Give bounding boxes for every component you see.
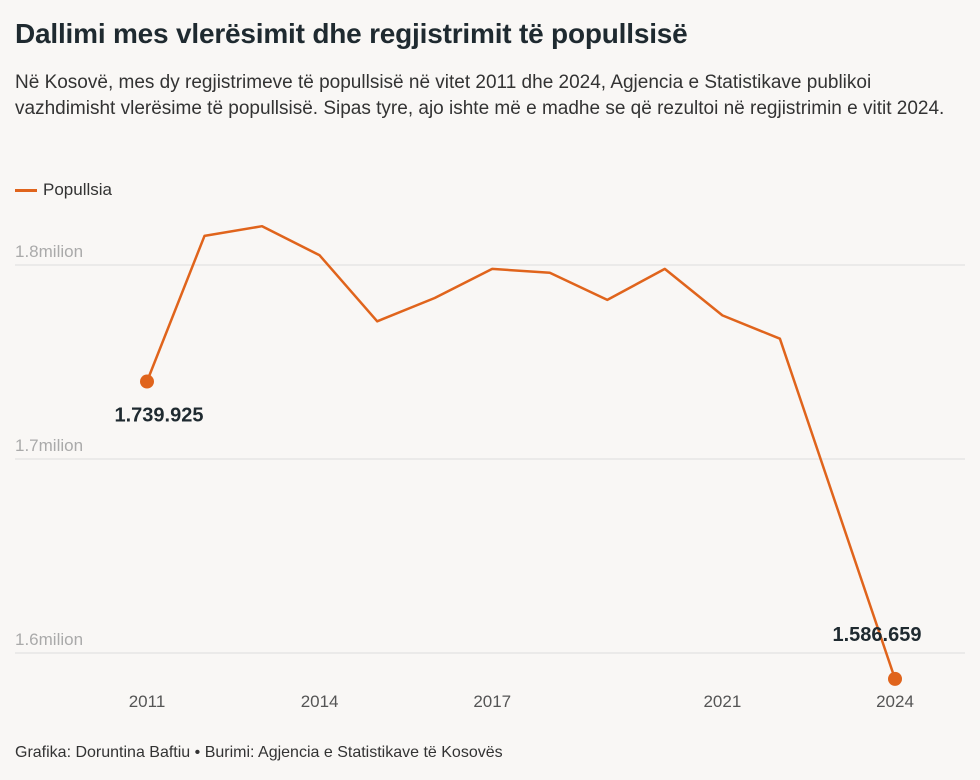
y-tick-label: 1.8milion [15, 242, 83, 261]
data-label: 1.739.925 [115, 405, 204, 427]
legend-swatch [15, 188, 37, 192]
line-chart: 1.6milion 1.7milion 1.8milion 2011 2014 2017 2… [15, 224, 965, 711]
legend-label: Popullsia [43, 180, 112, 199]
x-tick-label: 2021 [703, 692, 741, 711]
y-tick-label: 1.6milion [15, 630, 83, 649]
series-line-popullsia [145, 224, 897, 680]
x-tick-label: 2017 [473, 692, 511, 711]
data-point-marker [140, 374, 154, 389]
data-point-marker [888, 671, 902, 686]
legend: Popullsia [15, 180, 112, 200]
data-label: 1.586.659 [833, 624, 922, 646]
chart-title: Dallimi mes vlerësimit dhe regjistrimit … [15, 18, 688, 49]
footer-credits: Grafika: Doruntina Baftiu • Burimi: Agje… [15, 744, 503, 761]
x-tick-label: 2014 [301, 692, 339, 711]
y-tick-label: 1.7milion [15, 436, 83, 455]
chart-subtitle: Në Kosovë, mes dy regjistrimeve të popul… [15, 72, 945, 119]
x-tick-label: 2011 [129, 692, 166, 711]
x-tick-label: 2024 [876, 692, 914, 711]
